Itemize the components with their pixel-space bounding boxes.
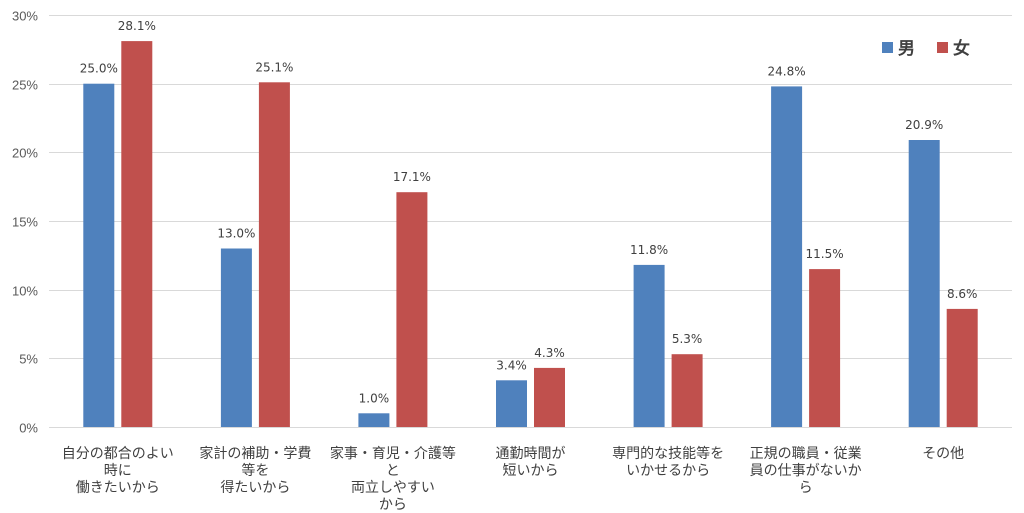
y-tick-label: 20% bbox=[12, 146, 38, 161]
x-tick-label-line: 専門的な技能等を bbox=[612, 445, 724, 462]
bar-male bbox=[633, 264, 665, 427]
legend-label: 男 bbox=[898, 39, 915, 59]
data-label: 17.1% bbox=[393, 170, 431, 184]
x-tick-label-line: 家事・育児・介護等 bbox=[330, 445, 456, 462]
x-tick-label: 正規の職員・従業員の仕事がないから bbox=[750, 446, 862, 496]
legend-swatch bbox=[882, 42, 893, 53]
data-label: 11.5% bbox=[806, 247, 844, 261]
bar-male bbox=[83, 83, 115, 427]
bar-male bbox=[908, 140, 940, 427]
data-label: 25.0% bbox=[80, 62, 118, 76]
y-tick-label: 5% bbox=[19, 352, 38, 367]
x-tick-label-line: 員の仕事がないか bbox=[750, 463, 862, 479]
x-tick-label: その他 bbox=[922, 446, 964, 462]
x-tick-label: 自分の都合のよい時に働きたいから bbox=[62, 446, 174, 496]
data-label: 13.0% bbox=[217, 227, 255, 241]
y-tick-label: 0% bbox=[19, 421, 38, 436]
bar-female bbox=[809, 269, 841, 427]
x-tick-label-line: 働きたいから bbox=[76, 480, 160, 496]
data-label: 28.1% bbox=[118, 19, 156, 33]
x-tick-label-line: 短いから bbox=[503, 463, 559, 479]
data-label: 4.3% bbox=[534, 346, 565, 360]
bar-female bbox=[534, 367, 565, 427]
x-tick-label-line: 通勤時間が bbox=[496, 446, 566, 462]
data-label: 11.8% bbox=[630, 243, 668, 257]
bars bbox=[83, 41, 978, 428]
legend-swatch bbox=[937, 42, 948, 53]
data-label: 1.0% bbox=[359, 391, 390, 405]
bar-female bbox=[671, 354, 703, 427]
x-tick-label-line: と bbox=[386, 463, 400, 479]
legend: 男女 bbox=[882, 38, 970, 59]
data-labels: 25.0% 28.1% 13.0% 25.1% 1.0% 17.1% 3.4% 4.3% 11.… bbox=[80, 19, 978, 405]
bar-male bbox=[220, 248, 252, 427]
x-tick-label-line: 家計の補助・学費 bbox=[199, 445, 311, 462]
x-tick-label: 家事・育児・介護等と両立しやすいから bbox=[330, 445, 456, 513]
bar-female bbox=[396, 192, 428, 427]
data-label: 24.8% bbox=[768, 64, 806, 78]
gridlines bbox=[49, 15, 1012, 428]
y-tick-label: 10% bbox=[12, 284, 38, 299]
data-label: 8.6% bbox=[947, 287, 978, 301]
data-label: 20.9% bbox=[905, 118, 943, 132]
bar-female bbox=[258, 82, 290, 428]
x-tick-label-line: 自分の都合のよい bbox=[62, 446, 174, 462]
x-tick-label-line: 両立しやすい bbox=[351, 480, 435, 496]
y-tick-label: 15% bbox=[12, 215, 38, 230]
x-tick-label-line: ら bbox=[799, 480, 813, 496]
bar-female bbox=[121, 41, 153, 427]
y-tick-label: 30% bbox=[12, 9, 38, 24]
bar-male bbox=[771, 86, 803, 428]
x-tick-label: 家計の補助・学費等を得たいから bbox=[199, 445, 311, 496]
data-label: 5.3% bbox=[672, 332, 703, 346]
x-tick-label-line: その他 bbox=[922, 446, 964, 462]
bar-male bbox=[358, 413, 390, 427]
x-tick-label-line: から bbox=[379, 497, 407, 513]
x-tick-label-line: 正規の職員・従業 bbox=[750, 446, 862, 462]
x-tick-label-line: いかせるから bbox=[626, 463, 710, 479]
data-label: 25.1% bbox=[255, 60, 293, 74]
x-tick-label: 通勤時間が短いから bbox=[496, 446, 566, 479]
legend-label: 女 bbox=[953, 38, 970, 59]
bar-male bbox=[496, 380, 527, 427]
bar-female bbox=[946, 308, 978, 427]
y-tick-label: 25% bbox=[12, 78, 38, 93]
x-tick-label-line: 得たいから bbox=[220, 479, 290, 496]
x-axis: 自分の都合のよい時に働きたいから家計の補助・学費等を得たいから家事・育児・介護等… bbox=[49, 427, 1012, 513]
data-label: 3.4% bbox=[496, 358, 527, 372]
x-tick-label-line: 時に bbox=[104, 463, 132, 479]
x-tick-label-line: 等を bbox=[241, 462, 269, 479]
y-axis: 0% 5% 10% 15% 20% 25% 30% bbox=[12, 9, 38, 436]
x-tick-label: 専門的な技能等をいかせるから bbox=[612, 445, 724, 479]
